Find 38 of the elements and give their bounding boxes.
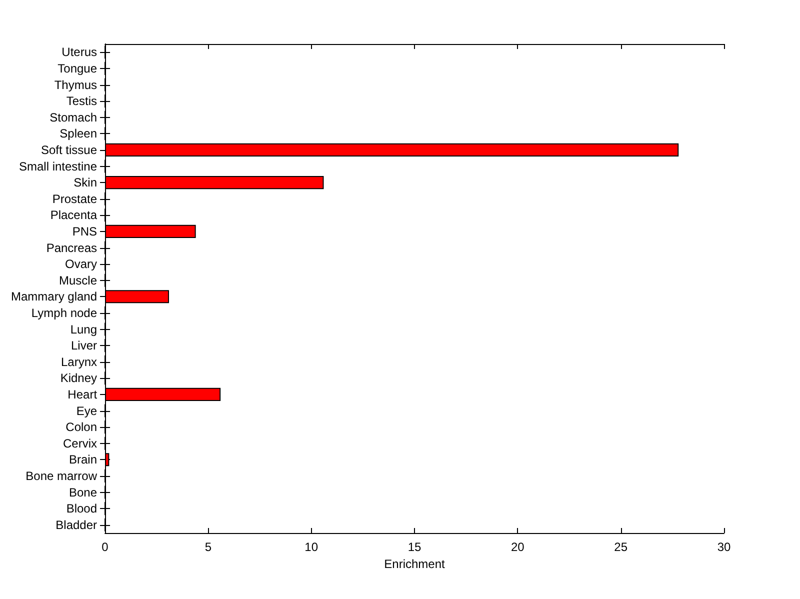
- y-tick-label: Lung: [70, 322, 98, 336]
- y-tick-label: Bone: [68, 485, 98, 500]
- y-tick-label: Mammary gland: [10, 290, 98, 304]
- x-axis-title: Enrichment: [384, 556, 446, 571]
- x-tick-label: 0: [102, 540, 109, 554]
- x-tick-label: 5: [204, 540, 212, 554]
- y-tick-label: Blood: [66, 502, 98, 516]
- y-tick-label: Bladder: [56, 518, 98, 532]
- y-tick-label: Pancreas: [46, 240, 98, 255]
- y-tick-label: Liver: [71, 338, 98, 353]
- y-tick-label: Cervix: [63, 436, 98, 450]
- y-tick-label: Skin: [74, 176, 98, 190]
- y-tick-label: PNS: [72, 224, 98, 238]
- y-tick-label: Heart: [68, 387, 98, 402]
- x-tick-label: 20: [510, 540, 525, 554]
- y-tick-label: Placenta: [50, 208, 98, 222]
- y-tick-label: Eye: [76, 404, 98, 418]
- y-tick-label: Testis: [66, 94, 98, 108]
- y-tick-label: Lymph node: [31, 306, 98, 320]
- y-tick-label: Larynx: [60, 354, 98, 369]
- y-tick-label: Colon: [66, 420, 98, 434]
- x-tick-label: 25: [614, 540, 628, 554]
- y-tick-label: Stomach: [50, 110, 98, 124]
- y-tick-label: Brain: [69, 452, 98, 467]
- y-tick-label: Thymus: [54, 78, 98, 92]
- y-tick-label: Kidney: [60, 371, 98, 386]
- y-tick-label: Muscle: [59, 273, 98, 288]
- y-tick-label: Prostate: [52, 192, 98, 206]
- y-tick-label: Ovary: [65, 257, 98, 272]
- y-tick-label: Bone marrow: [26, 468, 98, 483]
- y-tick-label: Small intestine: [18, 159, 98, 174]
- x-tick-label: 30: [717, 540, 731, 554]
- y-tick-label: Tongue: [58, 61, 98, 76]
- x-tick-label: 15: [408, 540, 422, 554]
- x-tick-label: 10: [304, 540, 318, 554]
- y-tick-label: Uterus: [62, 45, 98, 60]
- y-tick-label: Soft tissue: [40, 142, 98, 157]
- y-tick-label: Spleen: [60, 126, 98, 141]
